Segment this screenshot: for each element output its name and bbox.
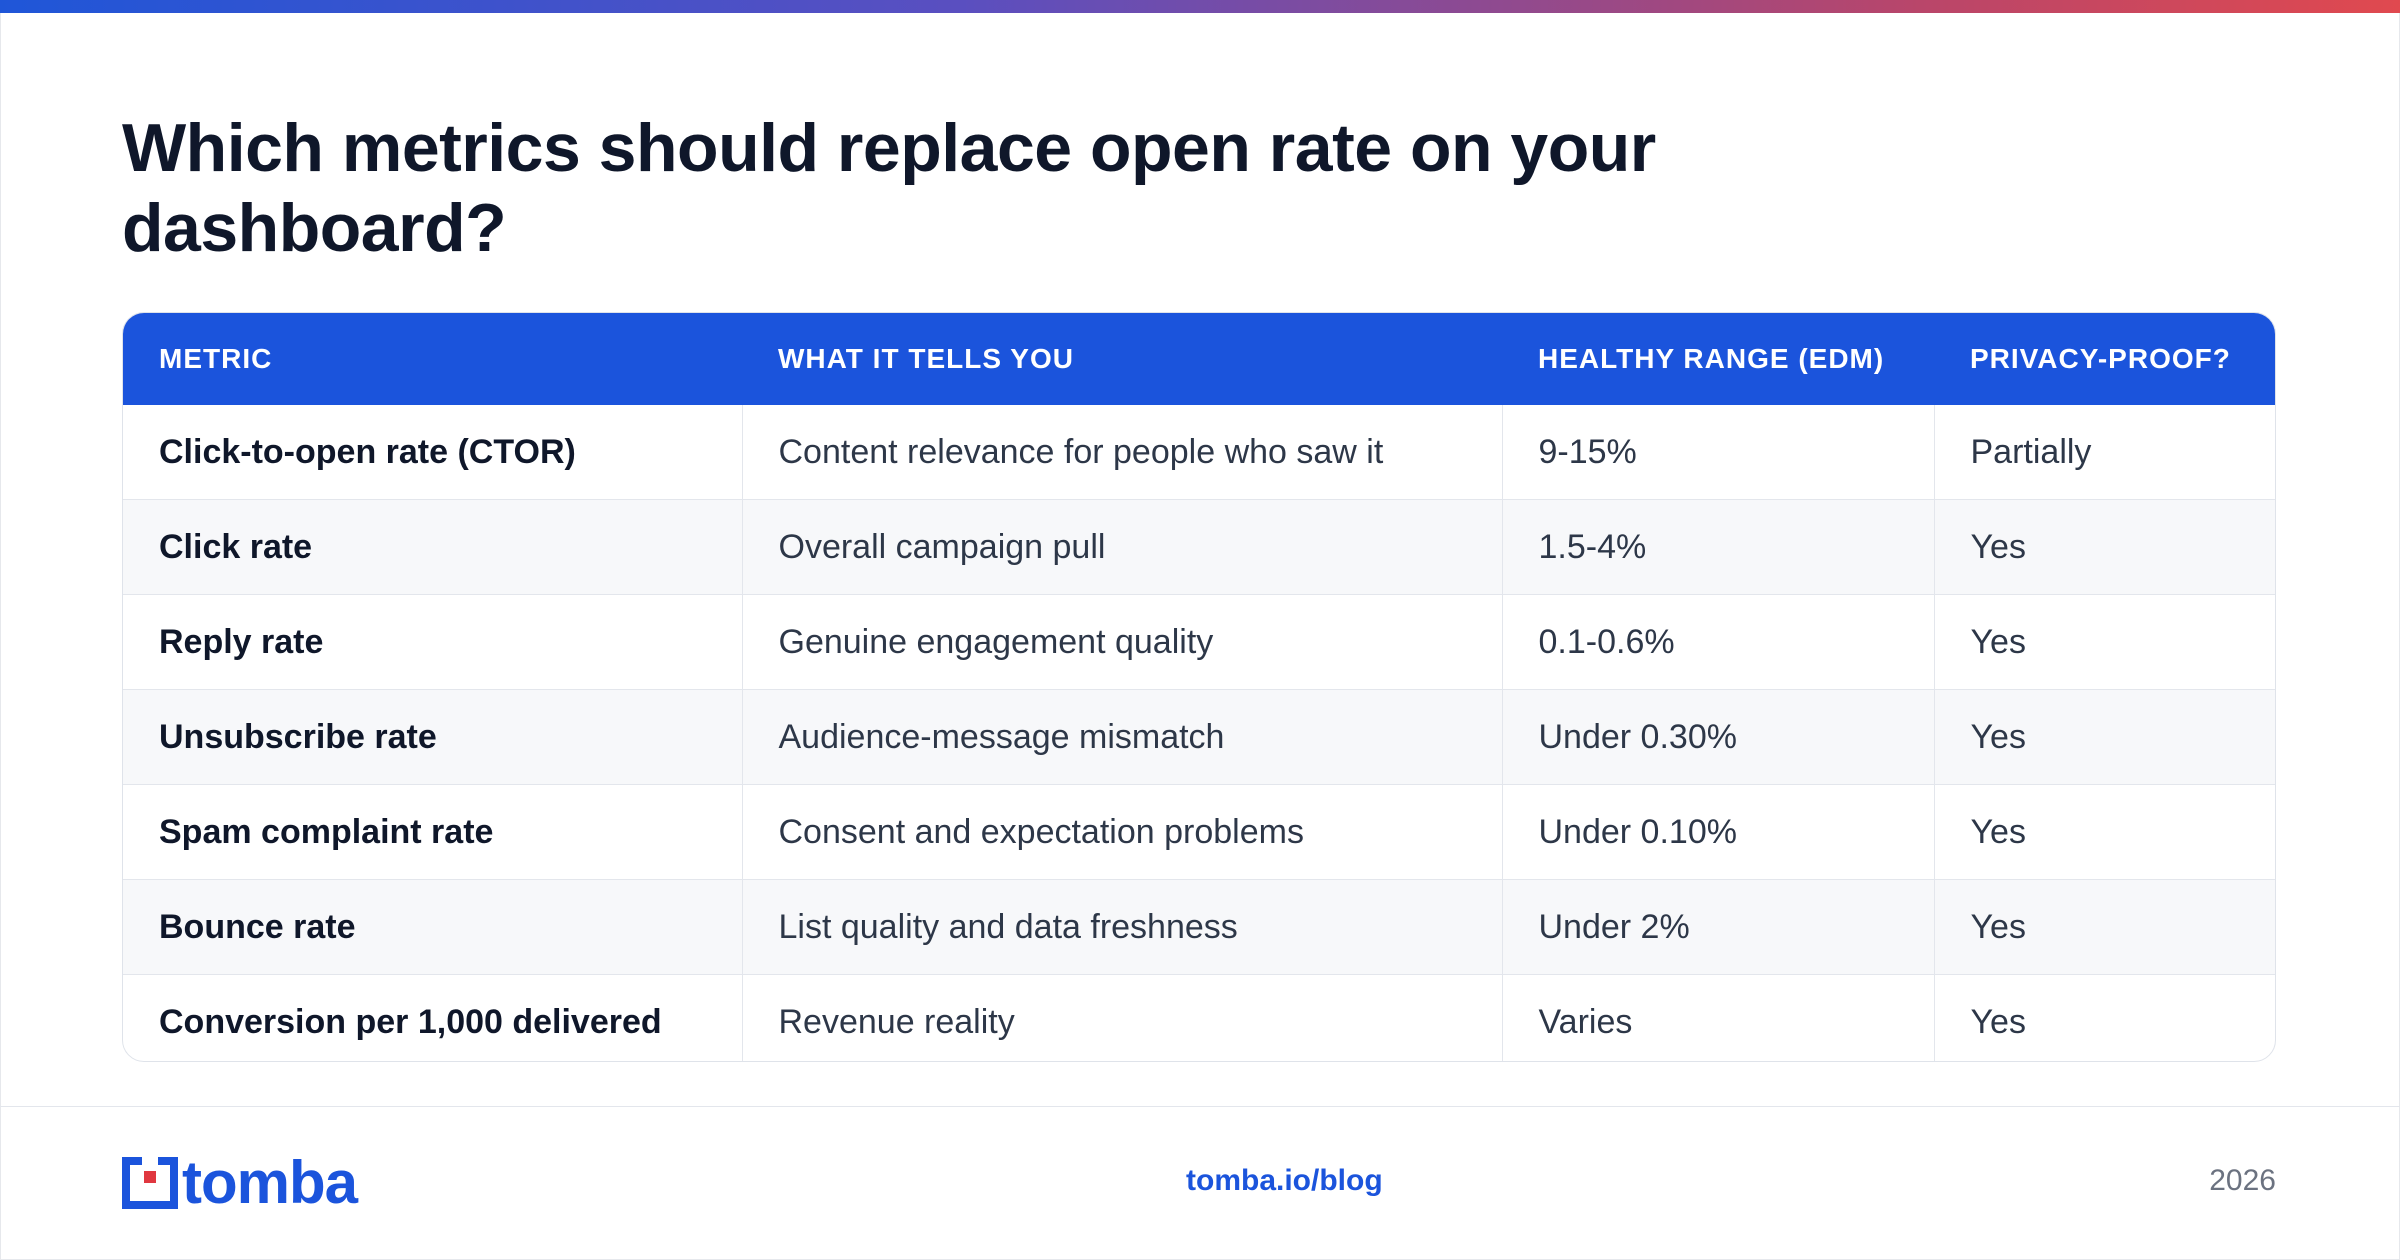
table-row: Conversion per 1,000 delivered Revenue r… (123, 974, 2275, 1061)
meaning-cell: Revenue reality (741, 974, 1502, 1061)
header-privacy-proof: PRIVACY-PROOF? (1970, 343, 2231, 374)
footer-year: 2026 (2209, 1164, 2276, 1197)
meaning-cell: Overall campaign pull (741, 499, 1502, 595)
privacy-cell: Yes (1933, 689, 2275, 785)
privacy-cell: Partially (1933, 405, 2275, 500)
privacy-cell: Yes (1933, 974, 2275, 1061)
meaning-cell: Audience-message mismatch (741, 689, 1502, 785)
page-title: Which metrics should replace open rate o… (122, 110, 1656, 266)
table-header-row: METRIC WHAT IT TELLS YOU HEALTHY RANGE (… (123, 313, 2275, 405)
range-cell: Varies (1501, 974, 1934, 1061)
privacy-cell: Yes (1933, 594, 2275, 690)
meaning-cell: Content relevance for people who saw it (741, 405, 1502, 500)
meaning-cell: Genuine engagement quality (741, 594, 1502, 690)
privacy-cell: Yes (1933, 784, 2275, 880)
metrics-table-card: METRIC WHAT IT TELLS YOU HEALTHY RANGE (… (122, 312, 2276, 1062)
range-cell: 1.5-4% (1501, 499, 1934, 595)
logo-wordmark: tomba (182, 1149, 358, 1216)
footer-divider (0, 1106, 2400, 1107)
range-cell: 0.1-0.6% (1501, 594, 1934, 690)
header-healthy-range: HEALTHY RANGE (EDM) (1538, 343, 1885, 374)
table-row: Click rate Overall campaign pull 1.5-4% … (123, 499, 2275, 595)
range-cell: Under 2% (1501, 879, 1934, 975)
range-cell: 9-15% (1501, 405, 1934, 500)
metric-cell: Unsubscribe rate (123, 689, 742, 785)
metrics-table: METRIC WHAT IT TELLS YOU HEALTHY RANGE (… (123, 313, 2275, 1061)
table-row: Spam complaint rate Consent and expectat… (123, 784, 2275, 880)
privacy-cell: Yes (1933, 879, 2275, 975)
range-cell: Under 0.10% (1501, 784, 1934, 880)
metric-cell: Reply rate (123, 594, 742, 690)
metric-cell: Click rate (123, 499, 742, 595)
table-row: Bounce rate List quality and data freshn… (123, 879, 2275, 975)
table-row: Unsubscribe rate Audience-message mismat… (123, 689, 2275, 785)
privacy-cell: Yes (1933, 499, 2275, 595)
tomba-mark-icon (122, 1157, 178, 1209)
table-row: Click-to-open rate (CTOR) Content releva… (123, 405, 2275, 500)
header-metric: METRIC (159, 343, 273, 374)
metric-cell: Conversion per 1,000 delivered (123, 974, 742, 1061)
range-cell: Under 0.30% (1501, 689, 1934, 785)
meaning-cell: Consent and expectation problems (741, 784, 1502, 880)
tomba-logo[interactable]: tomba (122, 1149, 358, 1216)
meaning-cell: List quality and data freshness (741, 879, 1502, 975)
blog-link[interactable]: tomba.io/blog (1186, 1164, 1383, 1197)
gradient-top-bar (0, 0, 2400, 13)
metric-cell: Click-to-open rate (CTOR) (159, 432, 576, 471)
header-what-it-tells-you: WHAT IT TELLS YOU (778, 343, 1074, 374)
metric-cell: Bounce rate (123, 879, 742, 975)
table-row: Reply rate Genuine engagement quality 0.… (123, 594, 2275, 690)
metric-cell: Spam complaint rate (123, 784, 742, 880)
